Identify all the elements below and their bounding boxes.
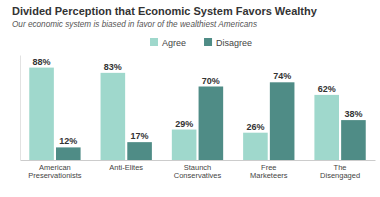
x-tick-label: TheDisengaged <box>320 163 360 181</box>
data-label: 88% <box>33 57 51 67</box>
x-tick: Anti-Elites <box>109 160 143 172</box>
data-label: 38% <box>344 109 362 119</box>
bar <box>314 95 339 160</box>
legend-label: Agree <box>162 38 186 48</box>
x-tick-label: FreeMarketeers <box>250 163 288 181</box>
x-tick-label-line: Conservatives <box>174 171 222 180</box>
data-label: 17% <box>131 131 149 141</box>
data-label: 62% <box>318 84 336 94</box>
x-tick-label-line: Disengaged <box>320 171 360 180</box>
legend-swatch <box>150 38 158 46</box>
x-tick: TheDisengaged <box>320 160 360 180</box>
x-axis-line <box>21 160 376 161</box>
bar <box>29 68 54 160</box>
data-labels: 88% 83% 29% 26% 62% 12% 17% 70% 74% 38% <box>33 57 363 147</box>
x-tick: AmericanPreservationists <box>28 160 82 180</box>
data-label: 70% <box>202 76 220 86</box>
legend-swatch <box>204 38 212 46</box>
chart: Divided Perception that Economic System … <box>0 0 380 197</box>
y-axis-line <box>20 56 21 161</box>
bar <box>127 142 152 160</box>
x-tick-label: AmericanPreservationists <box>28 163 82 181</box>
data-label: 29% <box>175 119 193 129</box>
data-label: 26% <box>246 122 264 132</box>
bar <box>341 120 366 160</box>
plot: 88% 83% 29% 26% 62% 12% 17% 70% 74% 38% AmericanPr… <box>21 56 376 181</box>
bar <box>56 147 81 160</box>
x-tick: StaunchConservatives <box>174 160 222 180</box>
subtitle: Our economic system is biased in favor o… <box>12 20 257 29</box>
bar <box>101 73 126 160</box>
legend: Agree Disagree <box>150 38 252 48</box>
x-tick-label: Anti-Elites <box>109 163 143 172</box>
data-label: 12% <box>59 136 77 146</box>
bar <box>172 130 197 160</box>
x-tick-label-line: Marketeers <box>250 171 288 180</box>
title: Divided Perception that Economic System … <box>12 5 318 17</box>
legend-label: Disagree <box>216 38 252 48</box>
bar <box>199 87 224 161</box>
y-axis <box>20 56 21 161</box>
x-tick-label-line: Anti-Elites <box>109 163 143 172</box>
x-axis: AmericanPreservationists Anti-Elites Staun… <box>21 160 376 180</box>
bar <box>270 82 295 160</box>
data-label: 74% <box>273 71 291 81</box>
bar <box>243 133 268 160</box>
x-tick: FreeMarketeers <box>250 160 288 180</box>
x-tick-label: StaunchConservatives <box>174 163 222 181</box>
data-label: 83% <box>104 62 122 72</box>
bars <box>29 68 365 160</box>
x-tick-label-line: Preservationists <box>28 171 82 180</box>
